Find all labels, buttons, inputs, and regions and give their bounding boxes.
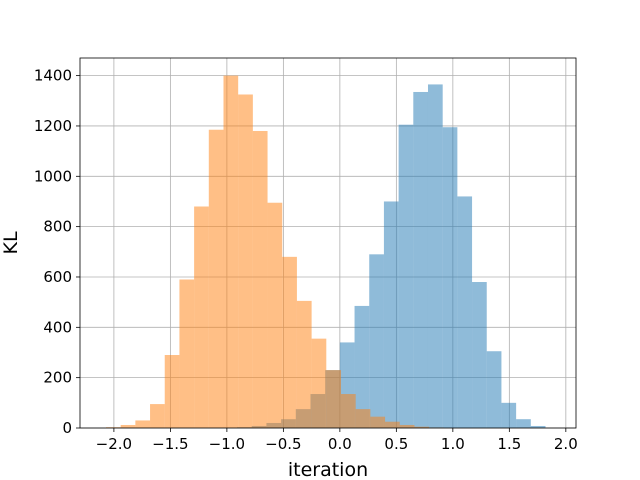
x-tick-label: 1.0 — [441, 435, 465, 453]
histogram-bar-series-2 — [208, 129, 224, 429]
histogram-bars — [105, 75, 546, 429]
histogram-bar-series-2 — [414, 426, 430, 428]
y-tick-label: 800 — [43, 218, 72, 236]
histogram-bar-series-2 — [340, 394, 356, 428]
x-tick-label: 0.0 — [328, 435, 352, 453]
histogram-bar-series-1 — [516, 419, 531, 428]
y-tick-label: 200 — [43, 369, 72, 387]
histogram-bar-series-1 — [398, 124, 414, 428]
histogram-bar-series-1 — [501, 402, 517, 428]
histogram-bar-series-2 — [399, 424, 415, 428]
histogram-bar-series-1 — [457, 196, 473, 428]
histogram-bar-series-1 — [354, 305, 370, 428]
histogram-bar-series-2 — [385, 421, 400, 428]
histogram-bar-series-2 — [120, 424, 136, 428]
x-tick-label: 1.5 — [497, 435, 521, 453]
histogram-bar-series-2 — [164, 355, 180, 428]
x-tick-label: −0.5 — [265, 435, 301, 453]
histogram-bar-series-2 — [223, 75, 239, 428]
histogram-bar-series-2 — [311, 338, 327, 428]
y-tick-label: 1400 — [34, 67, 72, 85]
histogram-bar-series-2 — [150, 404, 165, 428]
x-tick-label: −1.5 — [152, 435, 188, 453]
x-tick-label: 0.5 — [384, 435, 408, 453]
y-tick-label: 1200 — [34, 117, 72, 135]
histogram-bar-series-2 — [355, 409, 371, 428]
histogram-bar-series-1 — [427, 84, 443, 428]
histogram-bar-series-1 — [472, 282, 487, 428]
x-tick-label: −2.0 — [96, 435, 132, 453]
x-tick-label: 2.0 — [554, 435, 578, 453]
y-axis-ticks: 0 200 400 600 800 1000 1200 1400 — [34, 67, 80, 437]
histogram-bar-series-2 — [179, 279, 195, 428]
histogram-bar-series-1 — [369, 254, 384, 428]
histogram-bar-series-1 — [530, 425, 546, 428]
y-tick-label: 600 — [43, 268, 72, 286]
x-axis-label: iteration — [288, 459, 368, 480]
histogram-bar-series-1 — [413, 91, 428, 429]
plot-frame — [79, 57, 577, 429]
y-tick-label: 400 — [43, 318, 72, 336]
y-axis-label: KL — [0, 231, 22, 254]
y-tick-label: 0 — [62, 419, 72, 437]
histogram-bar-series-2 — [267, 202, 283, 428]
x-axis-ticks: −2.0 −1.5 −1.0 −0.5 0.0 0.5 1.0 1.5 2.0 — [96, 428, 578, 453]
histogram-bar-series-2 — [296, 300, 312, 428]
y-tick-label: 1000 — [34, 167, 72, 185]
histogram-bar-series-2 — [194, 206, 209, 428]
histogram-bar-series-2 — [252, 130, 268, 428]
histogram-bar-series-2 — [282, 256, 297, 428]
x-tick-label: −1.0 — [209, 435, 245, 453]
histogram-bar-series-2 — [135, 420, 151, 428]
histogram-bar-series-1 — [442, 127, 458, 429]
histogram-bar-series-2 — [326, 370, 341, 428]
histogram-bar-series-2 — [238, 94, 253, 429]
histogram-bar-series-1 — [486, 351, 502, 428]
histogram-bar-series-1 — [383, 201, 399, 428]
histogram-bar-series-2 — [370, 416, 386, 428]
